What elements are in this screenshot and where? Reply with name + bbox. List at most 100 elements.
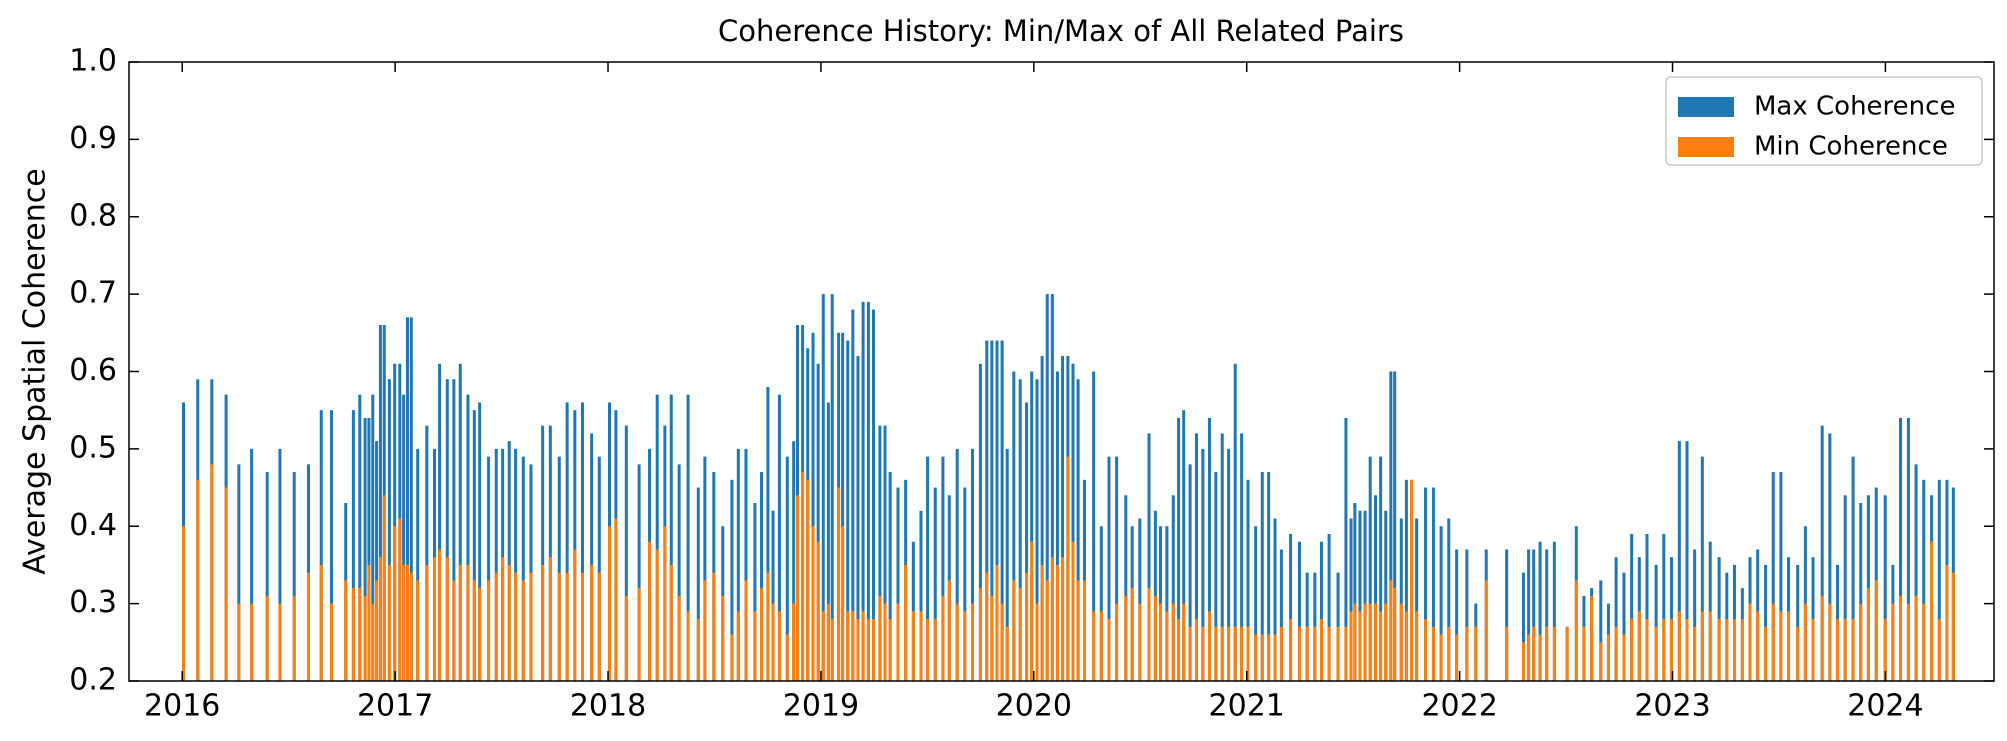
bar xyxy=(712,572,716,681)
bar xyxy=(811,526,815,681)
bar xyxy=(1614,557,1618,681)
bar xyxy=(375,441,379,681)
bar xyxy=(1505,626,1509,681)
bar xyxy=(1045,294,1049,681)
bar xyxy=(393,363,397,681)
bar xyxy=(760,472,764,681)
bar xyxy=(888,472,892,681)
bar xyxy=(1124,595,1128,681)
bar xyxy=(472,580,476,681)
bar xyxy=(494,572,498,681)
bar xyxy=(947,580,951,681)
bar xyxy=(608,526,612,681)
bar xyxy=(1820,595,1824,681)
bar xyxy=(1279,549,1283,681)
bar xyxy=(265,595,269,681)
bar xyxy=(919,510,923,681)
bar xyxy=(878,595,882,681)
bar xyxy=(1061,356,1065,681)
bar xyxy=(1260,634,1264,681)
bar xyxy=(466,564,470,681)
bar xyxy=(766,386,770,681)
bar xyxy=(438,363,442,681)
bar xyxy=(1344,626,1348,681)
bar xyxy=(378,325,382,681)
bar xyxy=(614,518,618,681)
bar xyxy=(224,487,228,681)
bar xyxy=(1654,626,1658,681)
bar xyxy=(841,332,845,681)
bar xyxy=(371,603,375,681)
bar xyxy=(306,572,310,681)
bar xyxy=(1883,619,1887,681)
bar xyxy=(1349,611,1353,681)
bar xyxy=(393,526,397,681)
bar xyxy=(375,580,379,681)
bar xyxy=(1066,456,1070,681)
legend: Max Coherence Min Coherence xyxy=(1665,76,1983,166)
bar xyxy=(1637,611,1641,681)
bar xyxy=(1207,417,1211,681)
bar xyxy=(785,634,789,681)
bar xyxy=(402,564,406,681)
bar xyxy=(1803,603,1807,681)
bar xyxy=(941,595,945,681)
bar xyxy=(1201,448,1205,681)
x-tick-label: 2017 xyxy=(357,689,433,724)
bar xyxy=(816,541,820,681)
bar xyxy=(801,472,805,681)
bar xyxy=(1353,603,1357,681)
bar xyxy=(1138,518,1142,681)
bar xyxy=(1922,479,1926,681)
bar xyxy=(730,634,734,681)
bar xyxy=(1521,572,1525,681)
bar xyxy=(1937,479,1941,681)
bar xyxy=(1532,549,1536,681)
bar xyxy=(883,603,887,681)
bar xyxy=(1012,371,1016,681)
bar xyxy=(904,564,908,681)
bar xyxy=(1384,510,1388,681)
bar xyxy=(1787,611,1791,681)
bar xyxy=(1599,580,1603,681)
bar xyxy=(1899,595,1903,681)
bar xyxy=(1725,619,1729,681)
bar xyxy=(590,433,594,681)
bar xyxy=(792,603,796,681)
x-tick-label: 2020 xyxy=(996,689,1072,724)
bar xyxy=(1273,518,1277,681)
bar xyxy=(978,588,982,681)
x-tick-label: 2024 xyxy=(1847,689,1923,724)
bar xyxy=(387,379,391,681)
bar xyxy=(1410,479,1414,681)
bar xyxy=(1431,487,1435,681)
bar xyxy=(1914,464,1918,681)
bar xyxy=(1740,619,1744,681)
bar xyxy=(872,309,876,681)
bar xyxy=(1115,456,1119,681)
bar xyxy=(402,394,406,681)
legend-label: Max Coherence xyxy=(1754,92,1955,122)
y-tick-label: 0.5 xyxy=(69,430,117,465)
bar xyxy=(573,410,577,681)
bar xyxy=(837,487,841,681)
bar xyxy=(1439,634,1443,681)
bar xyxy=(1368,603,1372,681)
bar xyxy=(548,425,552,681)
bar xyxy=(1851,456,1855,681)
bar xyxy=(1214,626,1218,681)
bar xyxy=(1025,572,1029,681)
bar xyxy=(1045,580,1049,681)
bar xyxy=(736,611,740,681)
bar xyxy=(1201,626,1205,681)
bar xyxy=(1092,371,1096,681)
bar xyxy=(521,456,525,681)
bar xyxy=(637,588,641,681)
bar xyxy=(1289,619,1293,681)
bar xyxy=(507,441,511,681)
bar xyxy=(1764,564,1768,681)
bar xyxy=(458,564,462,681)
bar xyxy=(686,394,690,681)
x-tick-label: 2019 xyxy=(783,689,859,724)
